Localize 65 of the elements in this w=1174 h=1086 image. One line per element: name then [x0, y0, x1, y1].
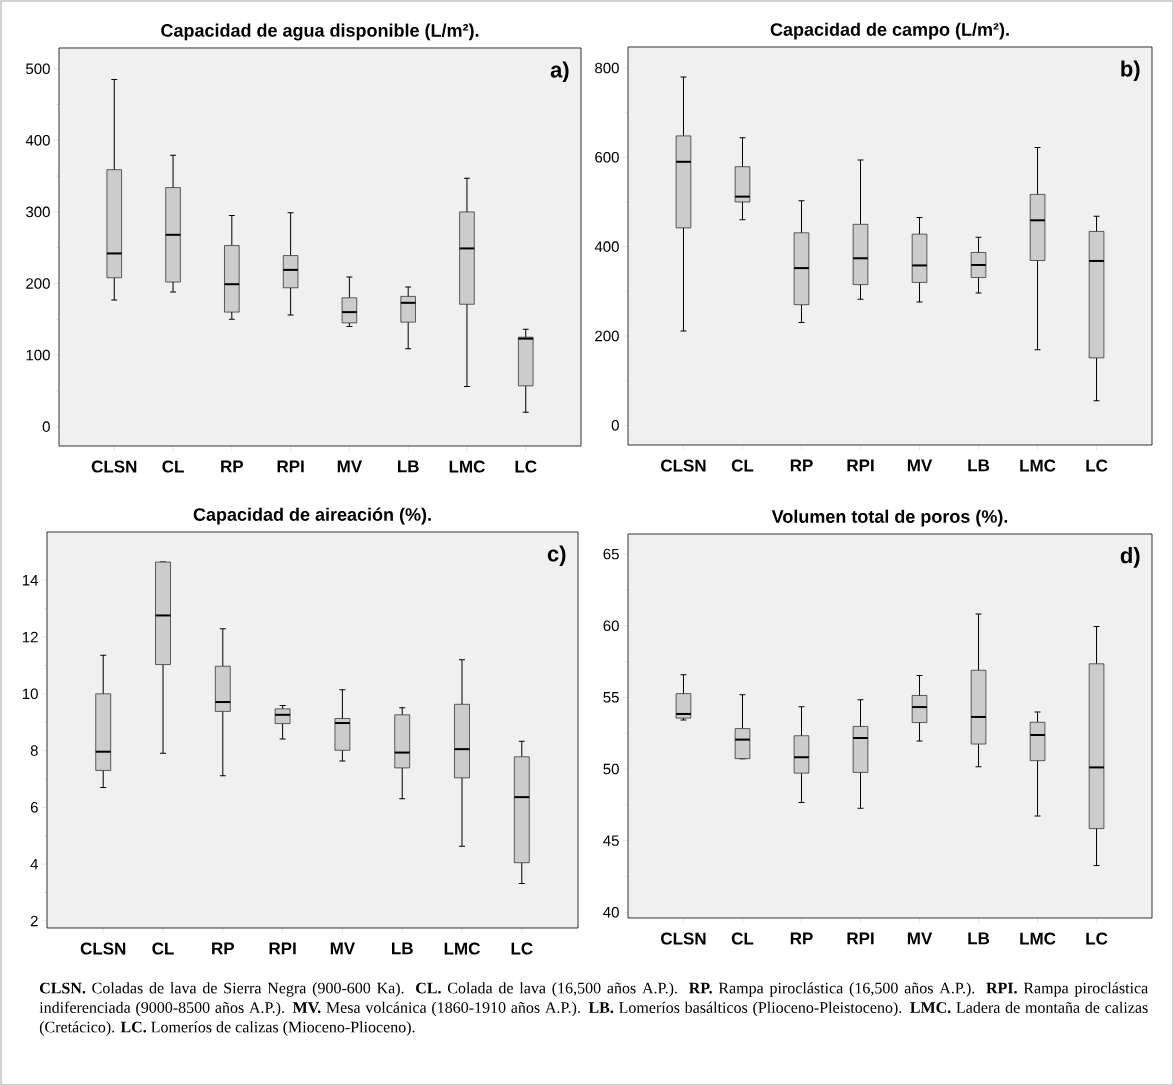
x-tick-label: LC [1086, 459, 1108, 472]
x-tick-label: LMC [449, 460, 485, 473]
annotation: c) [547, 545, 566, 566]
chart-title: Capacidad de campo (L/m²). [770, 22, 1009, 40]
y-tick-label: 6 [30, 802, 38, 813]
x-tick-label: LMC [1020, 459, 1056, 472]
x-tick-label: CL [162, 460, 184, 473]
y-tick-label: 0 [42, 421, 50, 432]
y-tick-label: 10 [22, 688, 38, 700]
y-tick-label: 55 [603, 692, 619, 703]
x-tick-label: CL [152, 942, 174, 955]
y-tick-label: 40 [603, 906, 619, 918]
x-tick-label: RPI [277, 460, 304, 473]
y-tick-label: 65 [603, 548, 619, 560]
x-tick-label: RPI [847, 459, 874, 472]
y-tick-label: 400 [25, 135, 50, 146]
x-tick-label: RP [790, 932, 813, 945]
y-tick-label: 500 [26, 63, 50, 75]
chart-title: Volumen total de poros (%). [771, 509, 1008, 527]
annotation: b) [1121, 60, 1140, 81]
x-tick-label: LC [1086, 932, 1108, 945]
x-tick-label: LB [397, 460, 419, 473]
x-tick-label: CL [731, 932, 754, 945]
x-tick-label: RPI [269, 942, 296, 955]
x-tick-label: LC [515, 460, 537, 473]
y-tick-label: 200 [26, 278, 50, 289]
x-tick-label: LB [968, 932, 990, 945]
y-tick-label: 8 [30, 745, 38, 756]
x-tick-label: MV [907, 932, 933, 945]
y-tick-label: 400 [594, 241, 619, 252]
text: CLSN. Coladas de lava de Sierra Negra (900-600 Ka). CL. Colada de lava (16,500 años A.P.). RP. Rampa piroclástica (16,500 años A.P.). RPI. Rampa piroclástica indiferenciada (9000-8500 años A.P.). MV. Mesa volcánica (1860-1910 años A.P.). LB. Lomeríos basálticos (Plioceno-Pleistoceno). LMC. Ladera de montaña de calizas (Cretácico). LC. Lomeríos de calizas (Mioceno-Plioceno). [39, 982, 1149, 1036]
y-tick-label: 12 [22, 631, 38, 643]
y-tick-label: 200 [595, 330, 619, 342]
y-tick-label: 2 [30, 915, 38, 927]
y-tick-label: 100 [26, 349, 50, 361]
x-tick-label: LMC [444, 942, 480, 955]
y-tick-label: 800 [595, 62, 619, 74]
x-tick-label: MV [337, 460, 363, 473]
x-tick-label: CLSN [91, 460, 137, 473]
y-tick-label: 600 [595, 152, 619, 163]
x-tick-label: RP [221, 460, 244, 473]
x-tick-label: RP [790, 459, 813, 472]
y-tick-label: 50 [603, 763, 619, 775]
x-tick-label: LB [968, 459, 990, 472]
chart-title: Capacidad de agua disponible (L/m²). [161, 23, 479, 41]
x-tick-label: MV [907, 459, 933, 472]
x-tick-label: LMC [1020, 932, 1056, 945]
x-tick-label: CL [731, 459, 754, 472]
y-tick-label: 45 [603, 835, 619, 846]
x-tick-label: LC [511, 942, 533, 955]
y-tick-label: 0 [611, 420, 619, 431]
x-tick-label: CLSN [661, 459, 706, 472]
x-tick-label: CLSN [661, 932, 706, 945]
x-tick-label: MV [330, 942, 356, 955]
chart-title: Capacidad de aireación (%). [193, 507, 431, 525]
y-tick-label: 4 [30, 858, 39, 870]
x-tick-label: LB [392, 942, 413, 955]
y-tick-label: 300 [26, 206, 50, 218]
x-tick-label: RP [212, 942, 235, 955]
y-tick-label: 60 [603, 620, 619, 631]
y-tick-label: 14 [22, 575, 39, 586]
x-tick-label: CLSN [80, 942, 126, 955]
annotation: a) [550, 61, 569, 82]
x-tick-label: RPI [847, 932, 874, 945]
annotation: d) [1120, 547, 1140, 568]
